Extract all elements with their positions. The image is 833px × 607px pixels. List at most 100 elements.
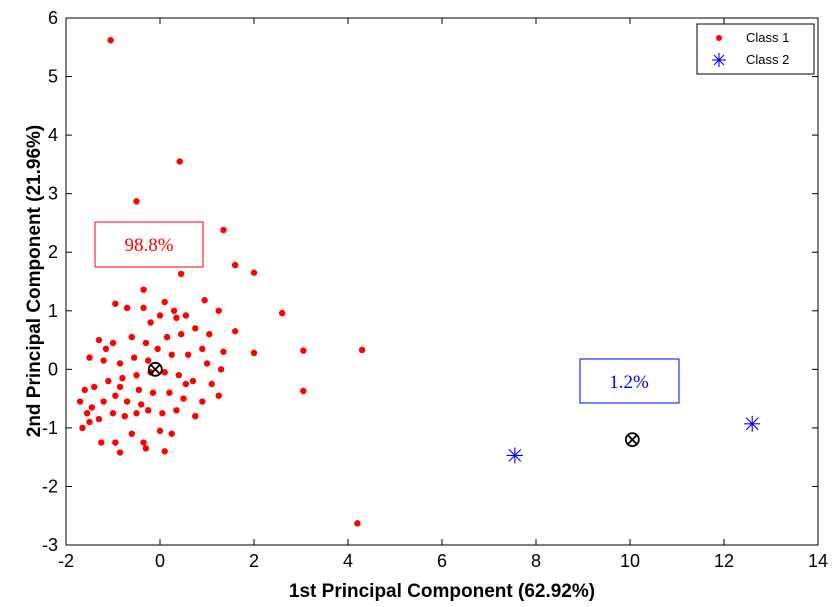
class1-point — [95, 336, 103, 344]
class1-point — [232, 261, 239, 269]
class1-point — [217, 366, 225, 373]
class2-point — [744, 415, 761, 432]
plot-area — [65, 17, 819, 546]
y-tick-label: 0 — [48, 359, 58, 379]
class1-point — [79, 424, 86, 432]
class1-point — [123, 304, 131, 312]
class1-point — [116, 449, 124, 456]
annotation-text-class2: 1.2% — [609, 372, 649, 393]
class1-point — [192, 412, 199, 420]
class1-point — [116, 360, 124, 367]
class1-point — [95, 415, 103, 423]
y-axis-label: 2nd Principal Component (21.96%) — [24, 125, 45, 438]
class1-point — [128, 333, 135, 341]
y-tick-label: 6 — [48, 8, 58, 28]
class1-point — [177, 331, 185, 338]
class2-point — [506, 447, 523, 464]
class1-point — [140, 286, 147, 293]
x-tick-label: 0 — [155, 551, 165, 571]
class1-point — [123, 398, 131, 405]
class1-point — [91, 383, 98, 391]
class1-point — [83, 410, 91, 417]
legend-box — [696, 23, 815, 75]
class1-point — [100, 357, 107, 364]
class1-point — [102, 345, 110, 353]
class1-point — [192, 325, 199, 332]
class1-point — [149, 389, 157, 396]
class1-point — [86, 354, 93, 361]
class1-point — [142, 445, 150, 452]
y-tick-label: -1 — [42, 418, 58, 438]
x-tick-label: 14 — [808, 551, 828, 571]
class1-point — [145, 407, 152, 414]
class1-point — [130, 354, 138, 361]
class1-point — [109, 410, 117, 417]
class1-point — [140, 439, 147, 446]
class1-point — [206, 331, 213, 338]
class1-point — [180, 395, 187, 402]
class1-point — [232, 328, 239, 335]
x-tick-label: 10 — [620, 551, 640, 571]
class1-point — [161, 448, 168, 455]
x-tick-label: 8 — [531, 551, 541, 571]
class1-point — [176, 158, 183, 165]
class1-point — [354, 520, 361, 527]
class1-point — [147, 319, 154, 326]
class1-point — [112, 439, 119, 446]
class1-point — [138, 401, 145, 408]
class1-point — [156, 312, 164, 319]
class1-point — [170, 307, 178, 314]
class1-point — [161, 369, 168, 376]
class1-point — [128, 430, 135, 437]
class1-point — [133, 410, 140, 417]
annotation-box-class1: 98.8% — [94, 221, 204, 268]
y-tick-label: 2 — [48, 242, 58, 262]
class1-point — [185, 351, 192, 358]
class1-point — [121, 412, 128, 420]
y-tick-label: 4 — [48, 125, 58, 145]
class1-point — [189, 377, 197, 385]
class1-point — [112, 300, 119, 307]
class1-point — [119, 374, 126, 382]
class1-point — [166, 389, 173, 396]
class1-point — [220, 226, 227, 234]
class1-point — [203, 360, 211, 367]
class1-point — [116, 383, 124, 391]
x-tick-label: -2 — [58, 551, 74, 571]
legend-label-class1: Class 1 — [746, 30, 789, 45]
class1-point — [177, 270, 185, 278]
legend-marker-class2 — [712, 53, 726, 67]
class1-point — [250, 269, 258, 276]
class1-point — [199, 398, 206, 405]
y-tick-label: 5 — [48, 67, 58, 87]
class1-point — [175, 371, 182, 379]
centroid-marker — [147, 361, 163, 377]
y-tick-label: 3 — [48, 184, 58, 204]
y-tick-label: -3 — [42, 535, 58, 555]
class1-point — [98, 439, 105, 446]
class1-point — [215, 392, 222, 399]
class1-point — [86, 418, 93, 426]
class1-point — [168, 430, 175, 437]
class1-point — [133, 198, 140, 205]
x-tick-label: 12 — [714, 551, 734, 571]
class1-point — [105, 377, 112, 385]
class1-point — [182, 312, 190, 319]
class1-point — [112, 392, 119, 399]
centroid-marker — [624, 432, 640, 448]
class1-point — [140, 304, 147, 312]
class1-point — [142, 339, 150, 347]
class1-point — [173, 314, 180, 322]
y-tick-label: 1 — [48, 301, 58, 321]
legend-marker-class1 — [716, 35, 722, 41]
class1-point — [199, 345, 206, 353]
class1-point — [182, 380, 190, 388]
annotation-text-class1: 98.8% — [124, 235, 173, 256]
class1-point — [109, 339, 117, 347]
class1-point — [250, 349, 258, 357]
class1-point — [220, 348, 227, 355]
class1-point — [107, 37, 114, 44]
class1-point — [100, 398, 107, 405]
annotation-box-class2: 1.2% — [579, 358, 680, 404]
